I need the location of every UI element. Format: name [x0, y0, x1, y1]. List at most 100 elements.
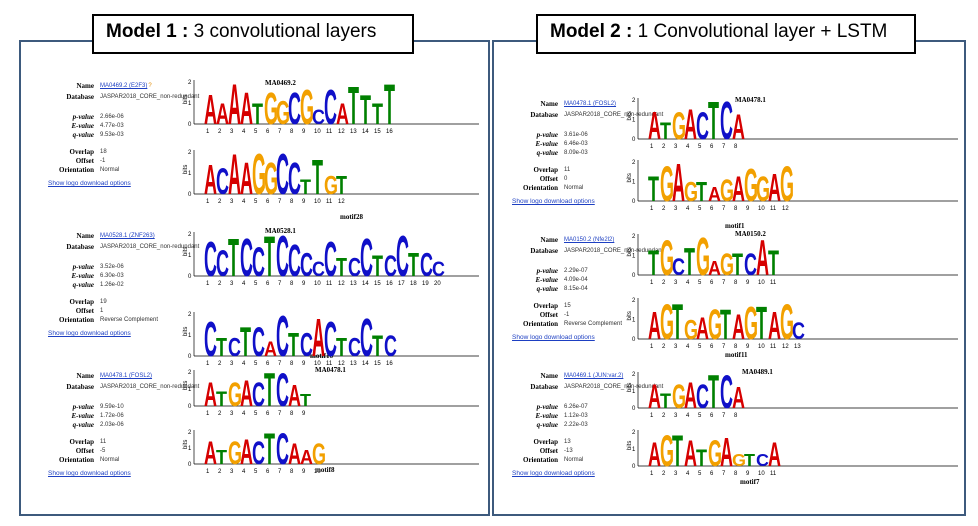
- x-tick-label: 12: [338, 361, 345, 367]
- x-tick-label: 2: [662, 344, 666, 350]
- logo-letter: T: [672, 294, 683, 350]
- motif-name-link[interactable]: MA0150.2 (Nfe2l2): [564, 237, 615, 243]
- x-tick-label: 2: [662, 471, 666, 477]
- logo-letter: C: [756, 450, 769, 470]
- offset-text: -13: [564, 448, 573, 454]
- x-tick-label: 8: [290, 199, 294, 205]
- x-tick-label: 1: [650, 206, 654, 212]
- x-tick-label: 10: [314, 361, 321, 367]
- x-tick-label: 5: [254, 199, 258, 205]
- logo-letter: T: [216, 333, 227, 362]
- orientation-label: Orientation: [523, 456, 558, 464]
- overlap-label: Overlap: [69, 438, 95, 446]
- download-options-link[interactable]: Show logo download options: [48, 470, 131, 477]
- x-tick-label: 7: [278, 281, 282, 287]
- logo-letter: C: [720, 92, 733, 151]
- offset-value: 0: [564, 175, 567, 183]
- logo-letter: A: [204, 156, 217, 203]
- bits-label: bits: [183, 327, 189, 336]
- x-tick-label: 1: [650, 471, 654, 477]
- model2-title-rest: 1 Convolutional layer + LSTM: [632, 21, 888, 42]
- logo-letter: A: [768, 306, 781, 348]
- database-text: JASPAR2018_CORE_non-redundant: [100, 384, 200, 390]
- x-tick-label: 4: [686, 144, 690, 150]
- evalue-text: 6.30e-03: [100, 273, 124, 279]
- database-value: JASPAR2018_CORE_non-redundant: [564, 383, 663, 391]
- x-tick-label: 9: [302, 411, 306, 417]
- x-tick-label: 11: [326, 199, 333, 205]
- x-tick-label: 6: [266, 361, 270, 367]
- model1-title: Model 1 : 3 convolutional layers: [92, 14, 414, 54]
- sequence-logo-bottom: 2 1 0 bits A 1 G 2 T 3 G 4 A 5 G 6 T 7 A 8 G 9 T 10 A 11 G 12 C 13: [622, 294, 962, 351]
- logo-title: MA0478.1: [735, 96, 766, 104]
- logo-letter: A: [204, 434, 217, 471]
- logo-letter: G: [732, 450, 746, 470]
- sequence-logo-bottom: 2 1 0 bits A 1 T 2 G 3 A 4 C 5 T 6 C 7 A 8 A 9 G 10: [178, 425, 483, 476]
- x-tick-label: 13: [350, 281, 357, 287]
- x-tick-label: 12: [782, 206, 789, 212]
- database-text: JASPAR2018_CORE_non-redundant: [100, 244, 200, 250]
- logo-letter: A: [708, 184, 721, 206]
- logo-letter: C: [216, 161, 229, 203]
- logo-letter: G: [744, 160, 758, 211]
- x-tick-label: 15: [374, 129, 381, 135]
- x-tick-label: 4: [242, 469, 246, 475]
- orientation-label: Orientation: [523, 184, 558, 192]
- qvalue-text: 9.53e-03: [100, 132, 124, 138]
- y-tick-label: 1: [632, 447, 636, 453]
- x-tick-label: 6: [710, 280, 714, 286]
- bits-label: bits: [627, 173, 633, 182]
- motif-name-link[interactable]: MA0478.1 (FOSL2): [100, 373, 153, 379]
- download-options-link[interactable]: Show logo download options: [512, 198, 595, 205]
- evalue-text: 4.09e-04: [564, 277, 588, 283]
- logo-letter: A: [204, 375, 217, 414]
- motif-label: motif1: [725, 222, 745, 230]
- offset-text: 0: [564, 176, 568, 182]
- qvalue-value: 2.22e-03: [564, 421, 588, 429]
- download-options-link[interactable]: Show logo download options: [48, 180, 131, 187]
- motif-label: motif8: [315, 466, 335, 474]
- logo-letter: T: [336, 333, 347, 362]
- name-value: MA0478.1 (FOSL2): [100, 372, 152, 380]
- motif-name-link[interactable]: MA0528.1 (ZNF263): [100, 233, 155, 239]
- qvalue-value: 9.53e-03: [100, 131, 124, 139]
- logo-letter: A: [240, 432, 253, 471]
- motif-name-link[interactable]: MA0478.1 (FOSL2): [564, 101, 617, 107]
- orientation-text: Normal: [564, 185, 584, 191]
- pvalue-value: 6.26e-07: [564, 403, 588, 411]
- motif-name-link[interactable]: MA0469.1 (JUN:var.2): [564, 373, 624, 379]
- x-tick-label: 6: [266, 469, 270, 475]
- y-tick-label: 1: [632, 389, 636, 395]
- x-tick-label: 11: [770, 471, 777, 477]
- orientation-text: Reverse Complement: [100, 317, 159, 323]
- orientation-value: Normal: [564, 456, 583, 464]
- download-options-link[interactable]: Show logo download options: [48, 330, 131, 337]
- x-tick-label: 5: [698, 206, 702, 212]
- logo-letter: C: [324, 231, 337, 287]
- help-icon[interactable]: ?: [148, 83, 152, 89]
- logo-letter: G: [708, 433, 722, 475]
- x-tick-label: 4: [686, 280, 690, 286]
- qvalue-text: 2.22e-03: [564, 422, 588, 428]
- offset-value: -1: [564, 311, 569, 319]
- x-tick-label: 6: [710, 144, 714, 150]
- logo-letter: A: [312, 309, 325, 368]
- x-tick-label: 12: [338, 129, 345, 135]
- database-label: Database: [66, 243, 94, 251]
- offset-label: Offset: [539, 311, 558, 319]
- logo-letter: T: [384, 74, 395, 137]
- database-value: JASPAR2018_CORE_non-redundant: [100, 383, 199, 391]
- download-options-link[interactable]: Show logo download options: [512, 334, 595, 341]
- x-tick-label: 5: [254, 361, 258, 367]
- y-tick-label: 2: [632, 430, 636, 436]
- motif-name-link[interactable]: MA0469.2 (E2F3): [100, 83, 148, 89]
- logo-letter: A: [216, 99, 229, 132]
- qvalue-label: q-value: [72, 131, 94, 139]
- download-options-link[interactable]: Show logo download options: [512, 470, 595, 477]
- x-tick-label: 8: [734, 144, 738, 150]
- x-tick-label: 1: [206, 361, 210, 367]
- logo-letter: C: [720, 366, 733, 419]
- x-tick-label: 1: [206, 411, 210, 417]
- qvalue-label: q-value: [536, 421, 558, 429]
